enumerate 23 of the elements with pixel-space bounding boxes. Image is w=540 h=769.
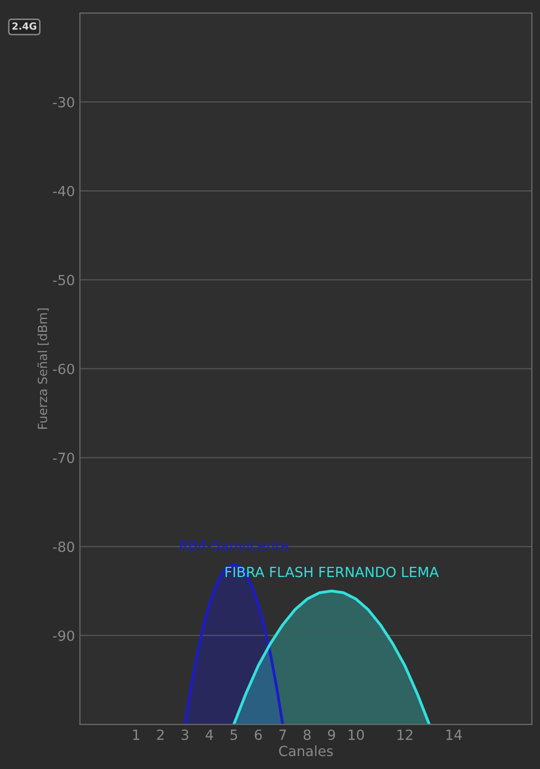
x-tick-label: 1	[133, 730, 140, 740]
text: 2.4G	[12, 22, 36, 30]
series-label: RB4-Sanvicente	[180, 540, 288, 551]
y-tick-label: -30	[53, 96, 74, 108]
x-tick-label: 6	[254, 730, 262, 740]
x-tick-label: 9	[328, 730, 336, 740]
y-tick-label: -40	[53, 186, 74, 196]
x-tick-label: 5	[230, 730, 238, 740]
y-tick-label: -60	[53, 364, 74, 374]
x-tick-label: 8	[304, 730, 311, 740]
x-tick-label: 12	[398, 730, 412, 740]
y-tick-label: -90	[53, 630, 74, 641]
x-tick-label: 4	[206, 730, 214, 740]
x-axis-title: Canales	[279, 745, 333, 756]
y-tick-label: -80	[53, 542, 74, 552]
y-tick-label: -50	[53, 274, 74, 286]
y-axis-title: Fuerza Señal [dBm]	[37, 308, 49, 429]
x-tick-label: 10	[348, 730, 364, 740]
y-tick-label: -70	[53, 452, 74, 464]
x-tick-label: 7	[279, 730, 286, 740]
x-tick-label: 14	[446, 730, 462, 740]
x-tick-label: 3	[182, 730, 188, 740]
x-tick-label: 2	[157, 730, 164, 740]
